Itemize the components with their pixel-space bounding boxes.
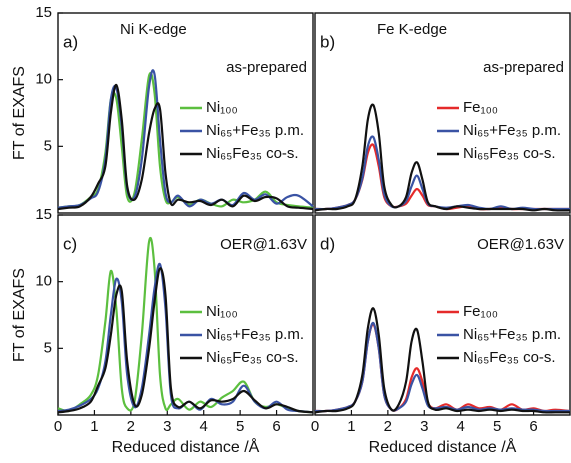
y-tick-label: 5 bbox=[44, 137, 52, 154]
x-tick-label: 1 bbox=[90, 418, 98, 435]
plot-frame bbox=[57, 214, 314, 416]
x-tick-label: 1 bbox=[347, 418, 355, 435]
x-tick-label: 4 bbox=[200, 418, 208, 435]
y-tick-label: 5 bbox=[44, 339, 52, 356]
y-tick-label: 15 bbox=[35, 206, 52, 223]
y-tick-label: 15 bbox=[35, 4, 52, 21]
spectrum-line bbox=[314, 307, 570, 414]
x-tick-label: 0 bbox=[311, 418, 319, 435]
x-tick-label: 6 bbox=[529, 418, 537, 435]
x-axis-label: Reduced distance /Å bbox=[369, 437, 517, 456]
legend-label: Ni₁₀₀ bbox=[206, 303, 238, 320]
plot-frame bbox=[314, 214, 571, 416]
spectrum-line bbox=[314, 103, 571, 212]
plot-frame bbox=[57, 12, 314, 214]
legend-label: Ni₆₅Fe₃₅ co-s. bbox=[463, 145, 556, 162]
panel-label: c) bbox=[63, 234, 77, 253]
y-axis-label: FT of EXAFS bbox=[11, 66, 28, 160]
annotation: as-prepared bbox=[226, 59, 307, 76]
legend-label: Ni₆₅+Fe₃₅ p.m. bbox=[463, 122, 561, 139]
panel-label: a) bbox=[63, 32, 78, 51]
x-tick-label: 2 bbox=[384, 418, 392, 435]
annotation: OER@1.63V bbox=[220, 236, 307, 253]
y-tick-label: 10 bbox=[35, 71, 52, 88]
plot-frame bbox=[314, 12, 571, 214]
x-tick-label: 5 bbox=[493, 418, 501, 435]
legend-label: Ni₆₅Fe₃₅ co-s. bbox=[206, 349, 299, 366]
legend-label: Ni₆₅+Fe₃₅ p.m. bbox=[206, 122, 304, 139]
x-axis-label: Reduced distance /Å bbox=[112, 437, 260, 456]
legend-label: Ni₆₅Fe₃₅ co-s. bbox=[463, 349, 556, 366]
legend-label: Fe₁₀₀ bbox=[463, 303, 498, 320]
spectrum-line bbox=[314, 321, 570, 413]
y-tick-label: 10 bbox=[35, 273, 52, 290]
panel-label: d) bbox=[320, 234, 335, 253]
x-tick-label: 0 bbox=[54, 418, 62, 435]
annotation: as-prepared bbox=[483, 59, 564, 76]
legend-label: Ni₆₅Fe₃₅ co-s. bbox=[206, 145, 299, 162]
panel-title: Ni K-edge bbox=[120, 21, 187, 38]
x-tick-label: 2 bbox=[127, 418, 135, 435]
legend-label: Ni₁₀₀ bbox=[206, 99, 238, 116]
annotation: OER@1.63V bbox=[477, 236, 564, 253]
x-tick-label: 4 bbox=[457, 418, 465, 435]
panel-title: Fe K-edge bbox=[377, 21, 447, 38]
legend-label: Fe₁₀₀ bbox=[463, 99, 498, 116]
y-axis-label: FT of EXAFS bbox=[11, 268, 28, 362]
panel-label: b) bbox=[320, 32, 335, 51]
spectrum-line bbox=[57, 83, 314, 211]
spectrum-line bbox=[57, 267, 314, 414]
x-tick-label: 3 bbox=[163, 418, 171, 435]
x-tick-label: 3 bbox=[420, 418, 428, 435]
legend-label: Ni₆₅+Fe₃₅ p.m. bbox=[463, 326, 561, 343]
legend-label: Ni₆₅+Fe₃₅ p.m. bbox=[206, 326, 304, 343]
x-tick-label: 6 bbox=[272, 418, 280, 435]
x-tick-label: 5 bbox=[236, 418, 244, 435]
